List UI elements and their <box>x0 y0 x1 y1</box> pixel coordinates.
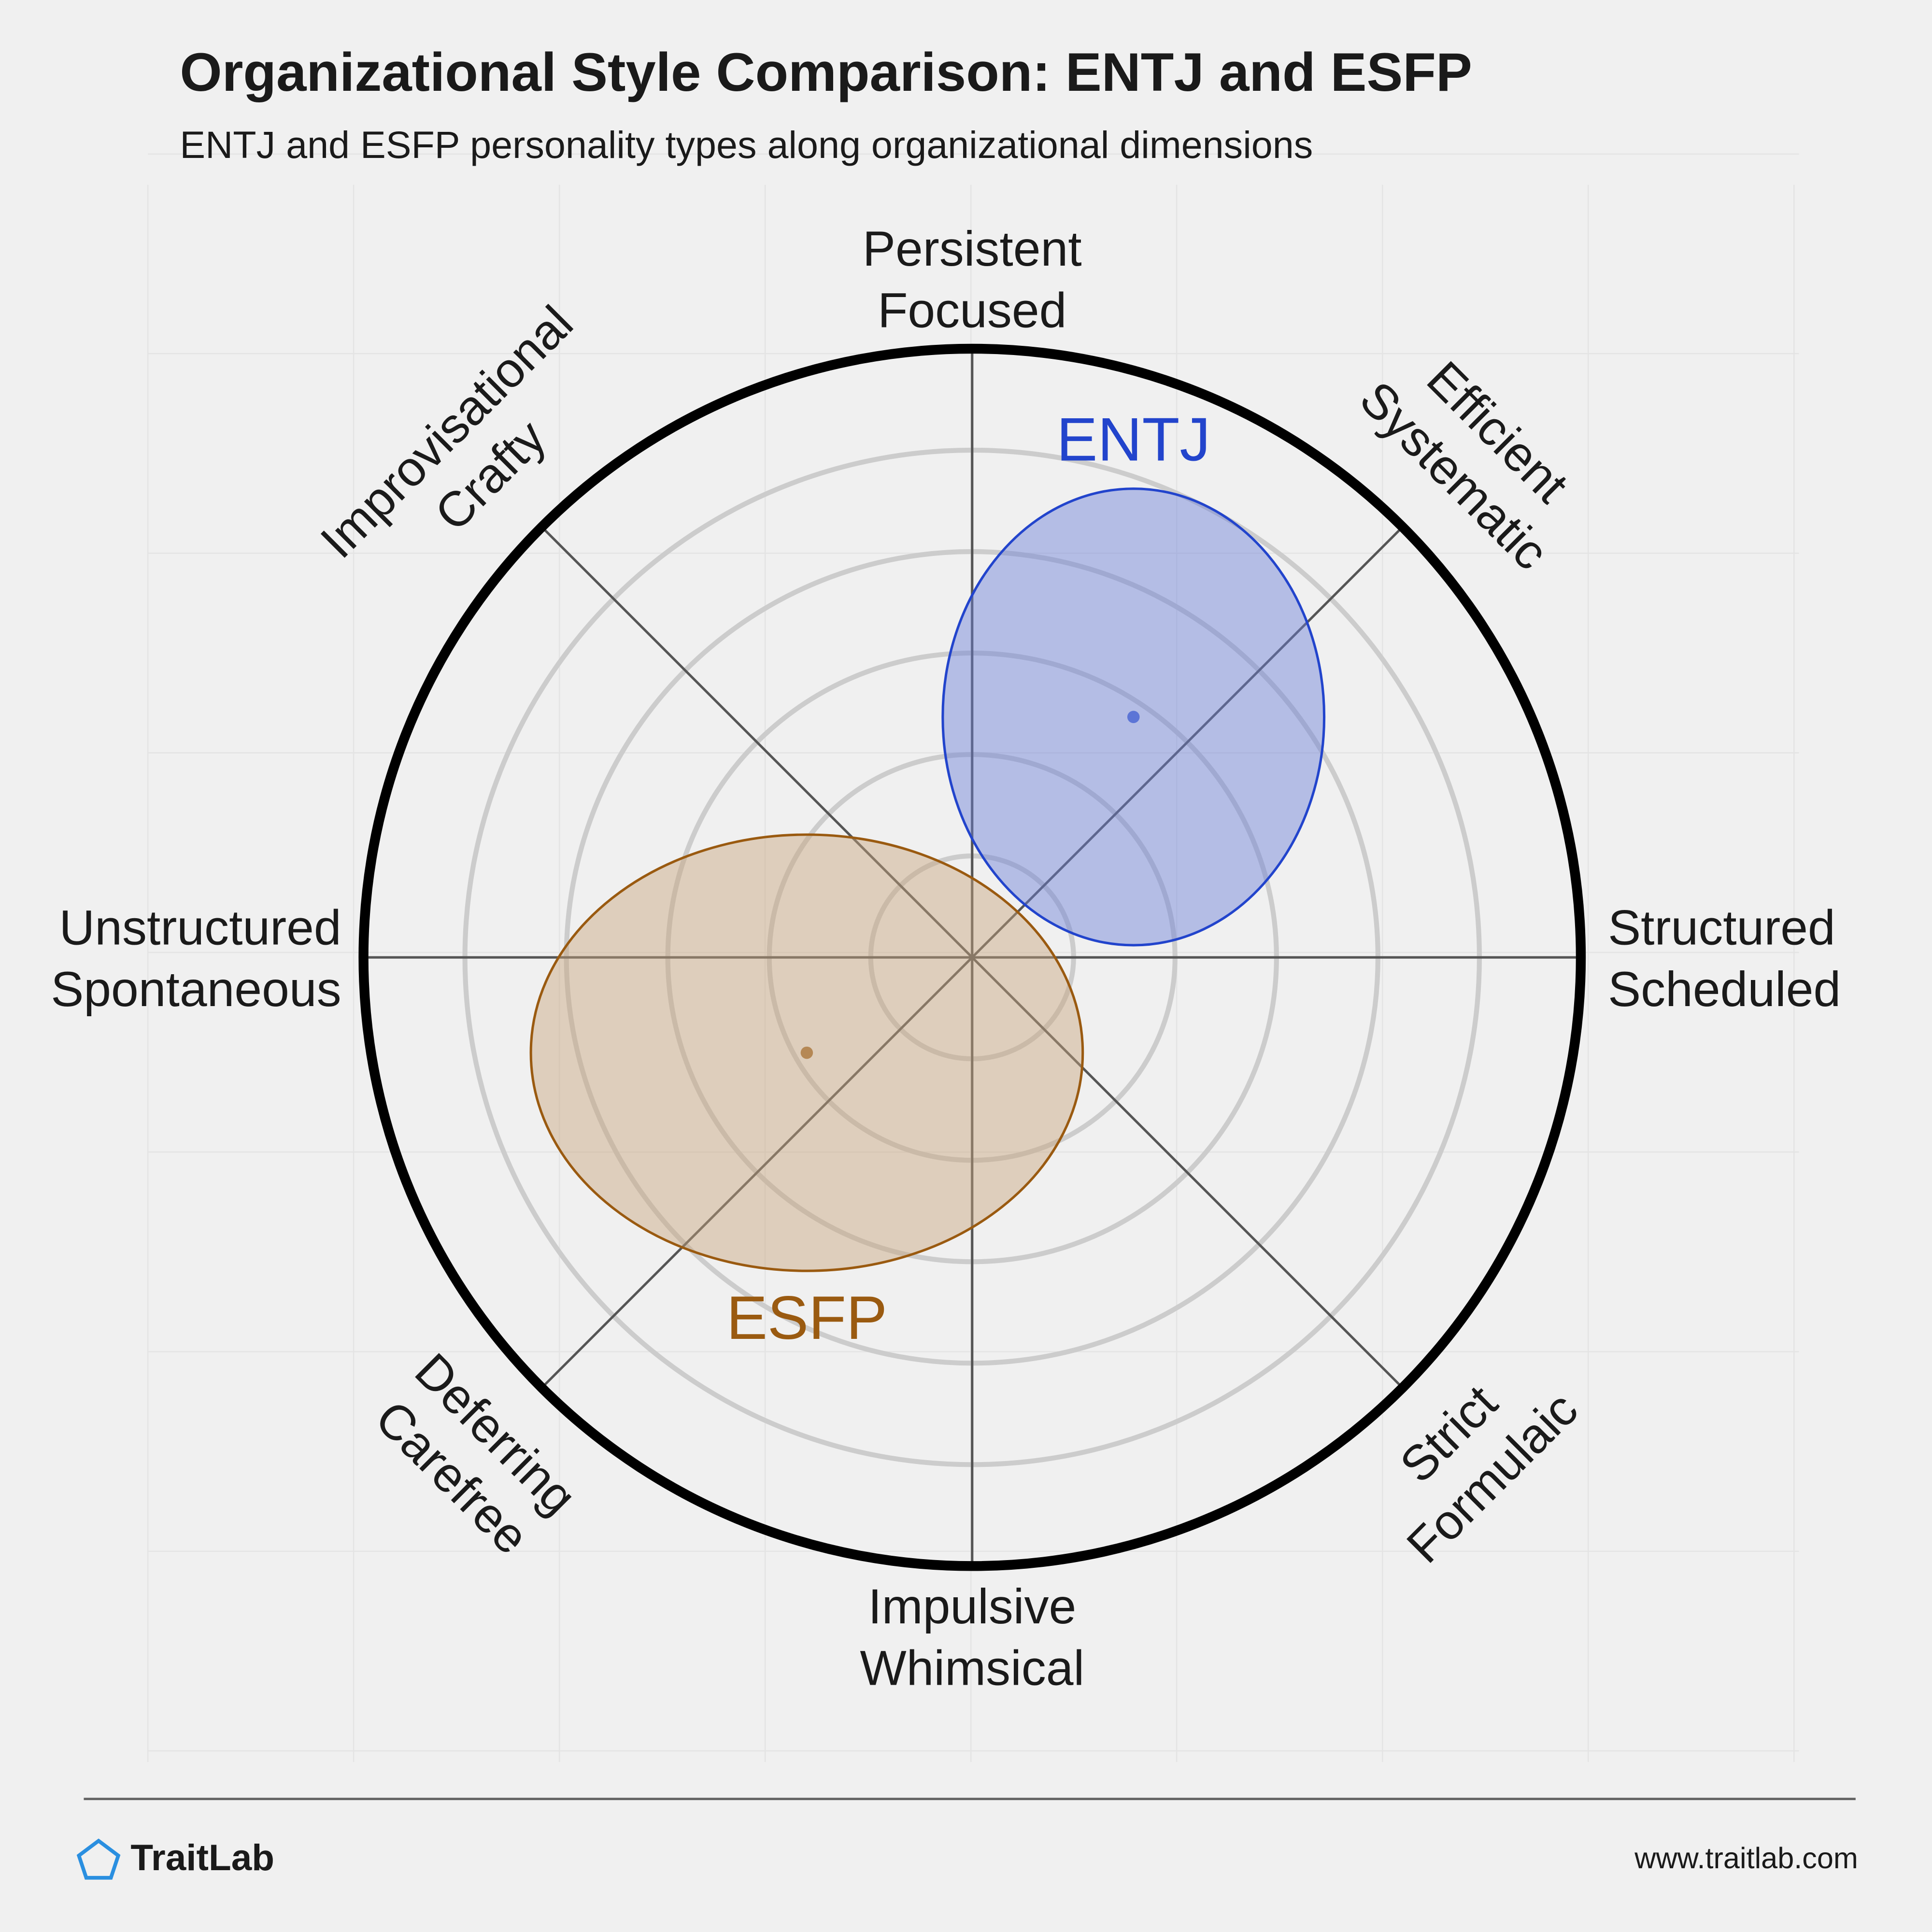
spoke <box>540 956 973 1389</box>
brand: TraitLab <box>130 1837 274 1878</box>
axis-label: Spontaneous <box>51 962 341 1017</box>
axis-label: Persistent <box>863 221 1082 276</box>
axis-label: Impulsive <box>868 1579 1076 1634</box>
spoke <box>540 526 973 958</box>
axis-label: Structured <box>1608 900 1835 955</box>
type-center <box>1127 710 1140 724</box>
axis-label: Scheduled <box>1608 962 1841 1017</box>
type-center <box>800 1046 813 1059</box>
axis-label: Whimsical <box>860 1641 1084 1696</box>
axis-label: Focused <box>878 283 1066 338</box>
logo <box>76 1838 121 1880</box>
spoke <box>971 526 1404 958</box>
spoke <box>971 956 1404 1389</box>
axis-label: Unstructured <box>59 900 341 955</box>
chart-title: Organizational Style Comparison: ENTJ an… <box>180 42 1472 102</box>
url: www.traitlab.com <box>1634 1842 1858 1875</box>
chart-subtitle: ENTJ and ESFP personality types along or… <box>180 123 1313 166</box>
legend-label: ENTJ <box>1056 406 1210 474</box>
legend-label: ESFP <box>726 1284 887 1352</box>
outer-ring <box>358 343 1586 1571</box>
